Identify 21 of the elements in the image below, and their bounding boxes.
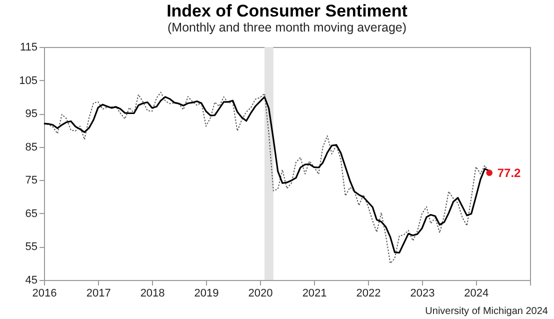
y-tick-label: 75	[25, 174, 38, 187]
x-tick-label: 2021	[302, 288, 327, 300]
chart-title: Index of Consumer Sentiment	[166, 2, 408, 20]
text: University of Michigan 2024	[425, 306, 548, 317]
annotation: 77.2	[497, 166, 522, 180]
y-tick-label: 115	[20, 42, 38, 54]
y-tick-label: 55	[25, 241, 38, 254]
y-tick-label: 105	[19, 74, 38, 87]
x-tick-label: 2024	[464, 288, 489, 300]
y-tick-label: 45	[25, 274, 38, 286]
x-tick-label: 2018	[140, 288, 165, 300]
y-tick-label: 65	[25, 208, 38, 220]
chart-subtitle: (Monthly and three month moving average)	[167, 20, 407, 34]
x-tick-label: 2017	[86, 288, 111, 300]
y-tick-label: 85	[25, 141, 38, 154]
x-tick-label: 2019	[194, 288, 219, 300]
x-tick-label: 2020	[248, 288, 273, 300]
x-tick-label: 2016	[32, 288, 57, 300]
y-tick-label: 95	[25, 108, 38, 120]
x-tick-label: 2023	[410, 288, 435, 300]
x-tick-label: 2022	[356, 288, 381, 300]
